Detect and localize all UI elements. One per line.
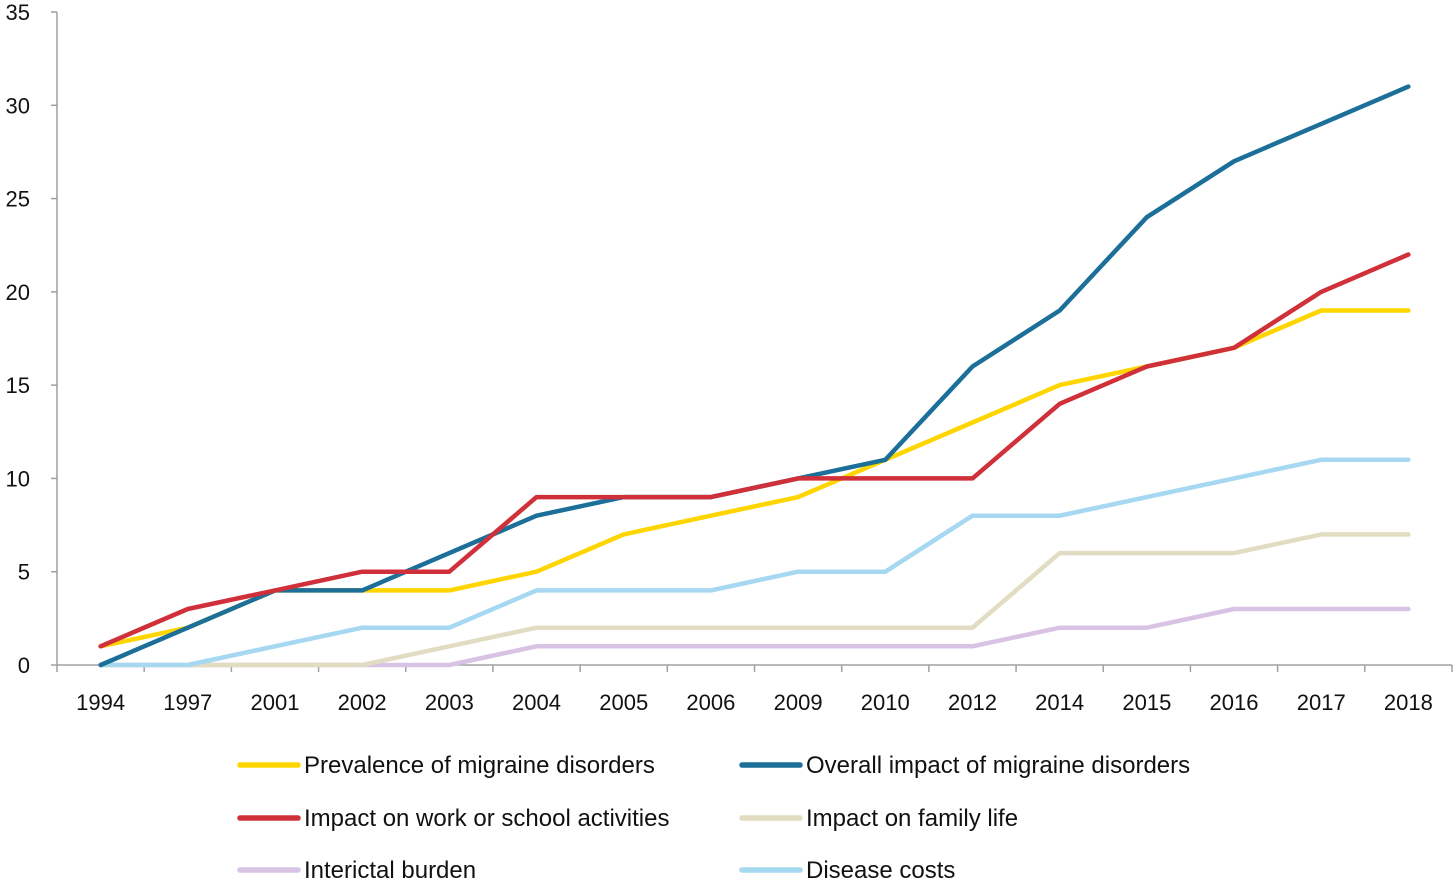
y-tick-label: 0 bbox=[18, 653, 30, 678]
x-tick-label: 2014 bbox=[1035, 690, 1084, 715]
x-tick-label: 2012 bbox=[948, 690, 997, 715]
x-tick-label: 2016 bbox=[1210, 690, 1259, 715]
series-line-1 bbox=[98, 308, 1411, 649]
legend-label: Disease costs bbox=[806, 857, 955, 882]
legend-label: Prevalence of migraine disorders bbox=[304, 752, 655, 779]
x-tick-label: 2010 bbox=[861, 690, 910, 715]
x-tick-label: 2001 bbox=[250, 690, 299, 715]
legend-label: Impact on work or school activities bbox=[304, 805, 669, 832]
series-line-5 bbox=[98, 606, 1411, 668]
y-tick-label: 10 bbox=[6, 466, 30, 491]
legend-label: Overall impact of migraine disorders bbox=[806, 752, 1190, 779]
series-line-6 bbox=[98, 457, 1411, 668]
x-tick-label: 2018 bbox=[1384, 690, 1433, 715]
x-tick-label: 2003 bbox=[425, 690, 474, 715]
x-tick-label: 2009 bbox=[774, 690, 823, 715]
y-tick-label: 5 bbox=[18, 560, 30, 585]
x-tick-label: 2002 bbox=[338, 690, 387, 715]
axes: 0 5 10 15 20 25 30 35 1994 1997 2001 2002 2003 2004 20… bbox=[6, 0, 1453, 715]
y-tick-label: 30 bbox=[6, 93, 30, 118]
legend: Prevalence of migraine disorders Overall … bbox=[237, 752, 1190, 882]
series-layer bbox=[98, 84, 1411, 668]
y-tick-label: 20 bbox=[6, 280, 30, 305]
x-tick-label: 2004 bbox=[512, 690, 561, 715]
y-tick-label: 35 bbox=[6, 0, 30, 25]
x-tick-label: 2005 bbox=[599, 690, 648, 715]
series-line-3 bbox=[98, 252, 1411, 649]
x-tick-label: 1997 bbox=[163, 690, 212, 715]
legend-label: Interictal burden bbox=[304, 857, 476, 882]
x-tick-label: 1994 bbox=[76, 690, 125, 715]
series-line-4 bbox=[98, 532, 1411, 668]
series-line-2 bbox=[98, 84, 1411, 668]
y-tick-label: 25 bbox=[6, 187, 30, 212]
x-tick-label: 2015 bbox=[1122, 690, 1171, 715]
y-tick-label: 15 bbox=[6, 373, 30, 398]
x-tick-label: 2006 bbox=[686, 690, 735, 715]
x-tick-label: 2017 bbox=[1297, 690, 1346, 715]
legend-label: Impact on family life bbox=[806, 805, 1018, 832]
